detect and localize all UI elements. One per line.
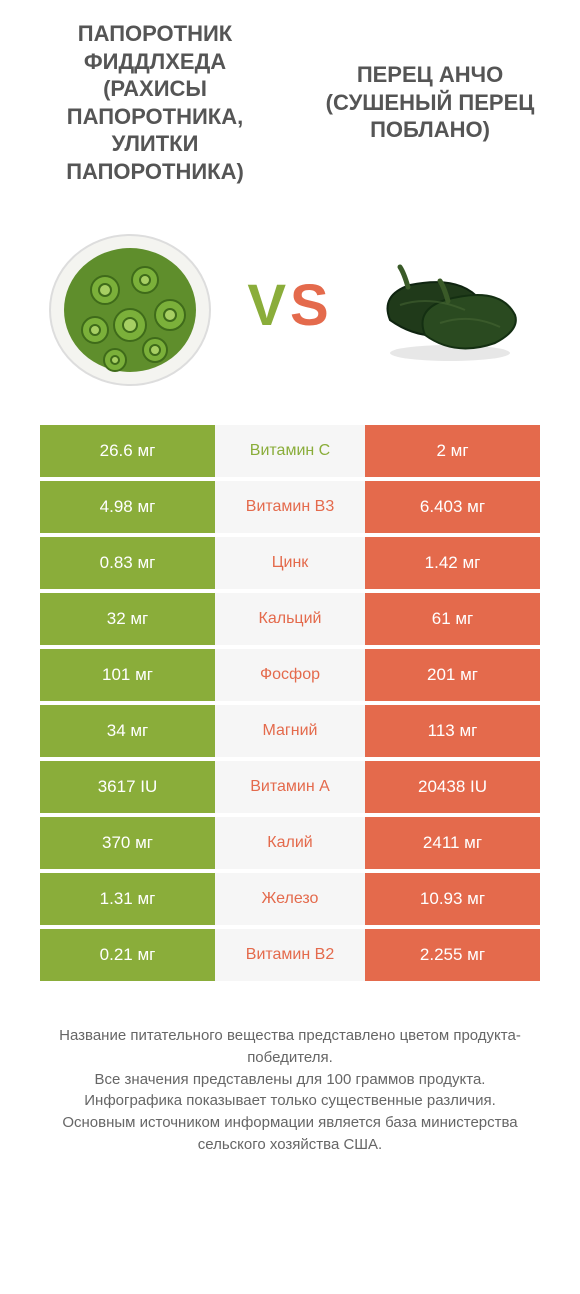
fiddlehead-bowl-icon <box>45 220 215 390</box>
nutrient-name: Железо <box>215 873 365 925</box>
value-right: 201 мг <box>365 649 540 701</box>
value-left: 0.21 мг <box>40 929 215 981</box>
table-row: 34 мгМагний113 мг <box>40 705 540 757</box>
nutrient-name: Фосфор <box>215 649 365 701</box>
value-left: 370 мг <box>40 817 215 869</box>
value-left: 3617 IU <box>40 761 215 813</box>
table-row: 370 мгКалий2411 мг <box>40 817 540 869</box>
table-row: 101 мгФосфор201 мг <box>40 649 540 701</box>
nutrient-name: Витамин B2 <box>215 929 365 981</box>
footer-line: Все значения представлены для 100 граммо… <box>30 1069 550 1091</box>
table-row: 1.31 мгЖелезо10.93 мг <box>40 873 540 925</box>
value-right: 2.255 мг <box>365 929 540 981</box>
value-right: 20438 IU <box>365 761 540 813</box>
nutrient-name: Витамин A <box>215 761 365 813</box>
value-right: 6.403 мг <box>365 481 540 533</box>
ancho-pepper-icon <box>370 245 530 365</box>
value-right: 1.42 мг <box>365 537 540 589</box>
value-right: 2411 мг <box>365 817 540 869</box>
vs-row: VS <box>0 195 580 425</box>
value-right: 113 мг <box>365 705 540 757</box>
value-left: 26.6 мг <box>40 425 215 477</box>
food-image-right <box>360 215 540 395</box>
table-row: 0.21 мгВитамин B22.255 мг <box>40 929 540 981</box>
nutrient-name: Магний <box>215 705 365 757</box>
value-right: 10.93 мг <box>365 873 540 925</box>
header: ПАПОРОТНИК ФИДДЛХЕДА (РАХИСЫ ПАПОРОТНИКА… <box>0 20 580 195</box>
nutrient-name: Калий <box>215 817 365 869</box>
value-left: 0.83 мг <box>40 537 215 589</box>
nutrient-name: Витамин C <box>215 425 365 477</box>
value-left: 1.31 мг <box>40 873 215 925</box>
title-right: ПЕРЕЦ АНЧО (СУШЕНЫЙ ПЕРЕЦ ПОБЛАНО) <box>320 61 540 144</box>
vs-label: VS <box>247 272 332 339</box>
footer-line: Основным источником информации является … <box>30 1112 550 1156</box>
footer-line: Инфографика показывает только существенн… <box>30 1090 550 1112</box>
table-row: 4.98 мгВитамин B36.403 мг <box>40 481 540 533</box>
title-left: ПАПОРОТНИК ФИДДЛХЕДА (РАХИСЫ ПАПОРОТНИКА… <box>40 20 270 185</box>
value-left: 34 мг <box>40 705 215 757</box>
table-row: 0.83 мгЦинк1.42 мг <box>40 537 540 589</box>
value-right: 2 мг <box>365 425 540 477</box>
table-row: 26.6 мгВитамин C2 мг <box>40 425 540 477</box>
value-left: 4.98 мг <box>40 481 215 533</box>
nutrient-name: Кальций <box>215 593 365 645</box>
footer-line: Название питательного вещества представл… <box>30 1025 550 1069</box>
table-row: 3617 IUВитамин A20438 IU <box>40 761 540 813</box>
vs-s: S <box>290 273 333 338</box>
value-left: 101 мг <box>40 649 215 701</box>
nutrient-name: Витамин B3 <box>215 481 365 533</box>
value-left: 32 мг <box>40 593 215 645</box>
food-image-left <box>40 215 220 395</box>
vs-v: V <box>247 273 290 338</box>
footer-text: Название питательного вещества представл… <box>0 985 580 1156</box>
nutrient-name: Цинк <box>215 537 365 589</box>
table-row: 32 мгКальций61 мг <box>40 593 540 645</box>
value-right: 61 мг <box>365 593 540 645</box>
nutrient-table: 26.6 мгВитамин C2 мг4.98 мгВитамин B36.4… <box>0 425 580 981</box>
